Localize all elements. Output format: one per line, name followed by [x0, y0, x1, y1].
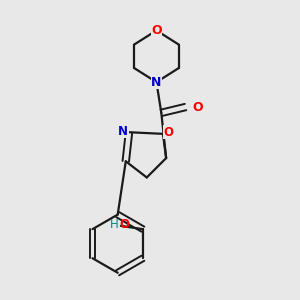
Text: O: O	[119, 218, 129, 231]
Text: N: N	[118, 125, 128, 138]
Text: O: O	[151, 24, 162, 37]
Text: H: H	[110, 218, 118, 231]
Text: N: N	[151, 76, 162, 89]
Text: O: O	[192, 100, 202, 113]
Text: O: O	[163, 126, 173, 139]
